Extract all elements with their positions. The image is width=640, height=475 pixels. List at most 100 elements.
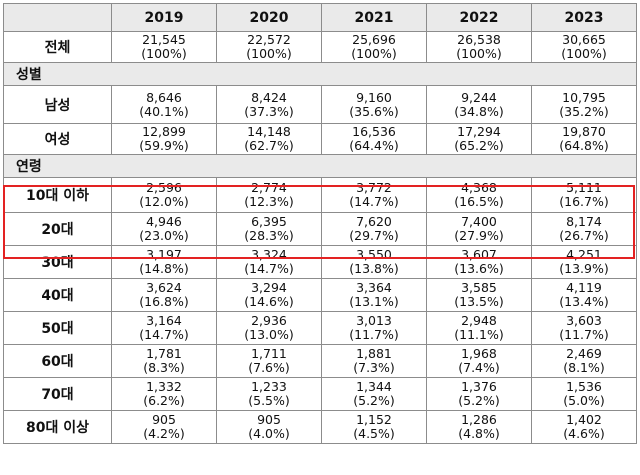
percent-value: (13.0%)	[244, 327, 294, 342]
statistics-table: 2019 2020 2021 2022 2023 전체 21,545 (100%) 2…	[3, 3, 637, 444]
statistics-table-container: 2019 2020 2021 2022 2023 전체 21,545 (100%) 2…	[3, 3, 637, 473]
value-cell: 21,545 (100%)	[111, 31, 217, 63]
count-value: 3,607	[461, 247, 497, 262]
count-value: 3,364	[356, 280, 392, 295]
count-value: 1,968	[461, 346, 497, 361]
value-cell: 4,251 (13.9%)	[531, 245, 637, 279]
row-label: 여성	[3, 123, 112, 155]
percent-value: (100%)	[246, 46, 292, 61]
row-label: 전체	[3, 31, 112, 63]
value-cell: 3,585 (13.5%)	[426, 278, 532, 312]
count-value: 1,536	[566, 379, 602, 394]
row-label: 40대	[3, 278, 112, 312]
value-cell: 3,550 (13.8%)	[321, 245, 427, 279]
count-value: 21,545	[142, 32, 186, 47]
value-cell: 3,013 (11.7%)	[321, 311, 427, 345]
count-value: 1,233	[251, 379, 287, 394]
count-value: 2,948	[461, 313, 497, 328]
section-row: 연령	[3, 154, 637, 178]
count-value: 3,164	[146, 313, 182, 328]
value-cell: 1,711 (7.6%)	[216, 344, 322, 378]
value-cell: 4,368 (16.5%)	[426, 177, 532, 213]
percent-value: (13.9%)	[559, 261, 609, 276]
value-cell: 3,607 (13.6%)	[426, 245, 532, 279]
count-value: 3,294	[251, 280, 287, 295]
percent-value: (13.1%)	[349, 294, 399, 309]
count-value: 1,881	[356, 346, 392, 361]
count-value: 3,324	[251, 247, 287, 262]
value-cell: 25,696 (100%)	[321, 31, 427, 63]
count-value: 3,585	[461, 280, 497, 295]
percent-value: (37.3%)	[244, 103, 294, 119]
percent-value: (64.4%)	[349, 138, 399, 153]
table-row: 50대 3,164 (14.7%) 2,936 (13.0%) 3,013 (11.7%) 2…	[3, 311, 637, 345]
row-label: 30대	[3, 245, 112, 279]
row-label: 50대	[3, 311, 112, 345]
value-cell: 4,119 (13.4%)	[531, 278, 637, 312]
percent-value: (4.8%)	[458, 426, 500, 441]
percent-value: (62.7%)	[244, 138, 294, 153]
value-cell: 1,332 (6.2%)	[111, 377, 217, 411]
value-cell: 1,402 (4.6%)	[531, 410, 637, 444]
count-value: 3,013	[356, 313, 392, 328]
value-cell: 1,968 (7.4%)	[426, 344, 532, 378]
count-value: 3,550	[356, 247, 392, 262]
percent-value: (34.8%)	[454, 103, 504, 119]
percent-value: (5.2%)	[458, 393, 500, 408]
percent-value: (100%)	[141, 46, 187, 61]
year-header: 2021	[321, 3, 427, 32]
count-value: 16,536	[352, 124, 396, 139]
percent-value: (13.6%)	[454, 261, 504, 276]
value-cell: 8,424 (37.3%)	[216, 85, 322, 124]
percent-value: (14.6%)	[244, 294, 294, 309]
header-corner	[3, 3, 112, 32]
count-value: 905	[152, 412, 176, 427]
count-value: 9,244	[461, 89, 497, 105]
value-cell: 3,164 (14.7%)	[111, 311, 217, 345]
value-cell: 3,324 (14.7%)	[216, 245, 322, 279]
value-cell: 10,795 (35.2%)	[531, 85, 637, 124]
count-value: 26,538	[457, 32, 501, 47]
value-cell: 3,294 (14.6%)	[216, 278, 322, 312]
percent-value: (4.5%)	[353, 426, 395, 441]
value-cell: 8,646 (40.1%)	[111, 85, 217, 124]
value-cell: 6,395 (28.3%)	[216, 212, 322, 246]
row-label: 70대	[3, 377, 112, 411]
percent-value: (11.7%)	[559, 327, 609, 342]
percent-value: (26.7%)	[559, 228, 609, 243]
table-row: 남성 8,646 (40.1%) 8,424 (37.3%) 9,160 (35.6%) 9,…	[3, 85, 637, 124]
value-cell: 1,376 (5.2%)	[426, 377, 532, 411]
percent-value: (5.5%)	[248, 393, 290, 408]
count-value: 4,251	[566, 247, 602, 262]
percent-value: (4.2%)	[143, 426, 185, 441]
percent-value: (5.2%)	[353, 393, 395, 408]
count-value: 2,774	[251, 180, 287, 195]
table-row: 30대 3,197 (14.8%) 3,324 (14.7%) 3,550 (13.8%) 3…	[3, 245, 637, 279]
percent-value: (64.8%)	[559, 138, 609, 153]
percent-value: (14.7%)	[349, 194, 399, 209]
percent-value: (8.1%)	[563, 360, 605, 375]
count-value: 9,160	[356, 89, 392, 105]
percent-value: (16.8%)	[139, 294, 189, 309]
value-cell: 8,174 (26.7%)	[531, 212, 637, 246]
value-cell: 3,603 (11.7%)	[531, 311, 637, 345]
value-cell: 1,881 (7.3%)	[321, 344, 427, 378]
percent-value: (14.7%)	[139, 327, 189, 342]
year-header: 2023	[531, 3, 637, 32]
percent-value: (7.3%)	[353, 360, 395, 375]
count-value: 2,936	[251, 313, 287, 328]
year-header: 2022	[426, 3, 532, 32]
count-value: 19,870	[562, 124, 606, 139]
count-value: 30,665	[562, 32, 606, 47]
percent-value: (65.2%)	[454, 138, 504, 153]
value-cell: 3,197 (14.8%)	[111, 245, 217, 279]
count-value: 1,332	[146, 379, 182, 394]
value-cell: 1,781 (8.3%)	[111, 344, 217, 378]
row-label: 60대	[3, 344, 112, 378]
row-label: 남성	[3, 85, 112, 124]
count-value: 25,696	[352, 32, 396, 47]
value-cell: 2,596 (12.0%)	[111, 177, 217, 213]
value-cell: 12,899 (59.9%)	[111, 123, 217, 155]
percent-value: (12.0%)	[139, 194, 189, 209]
count-value: 4,368	[461, 180, 497, 195]
